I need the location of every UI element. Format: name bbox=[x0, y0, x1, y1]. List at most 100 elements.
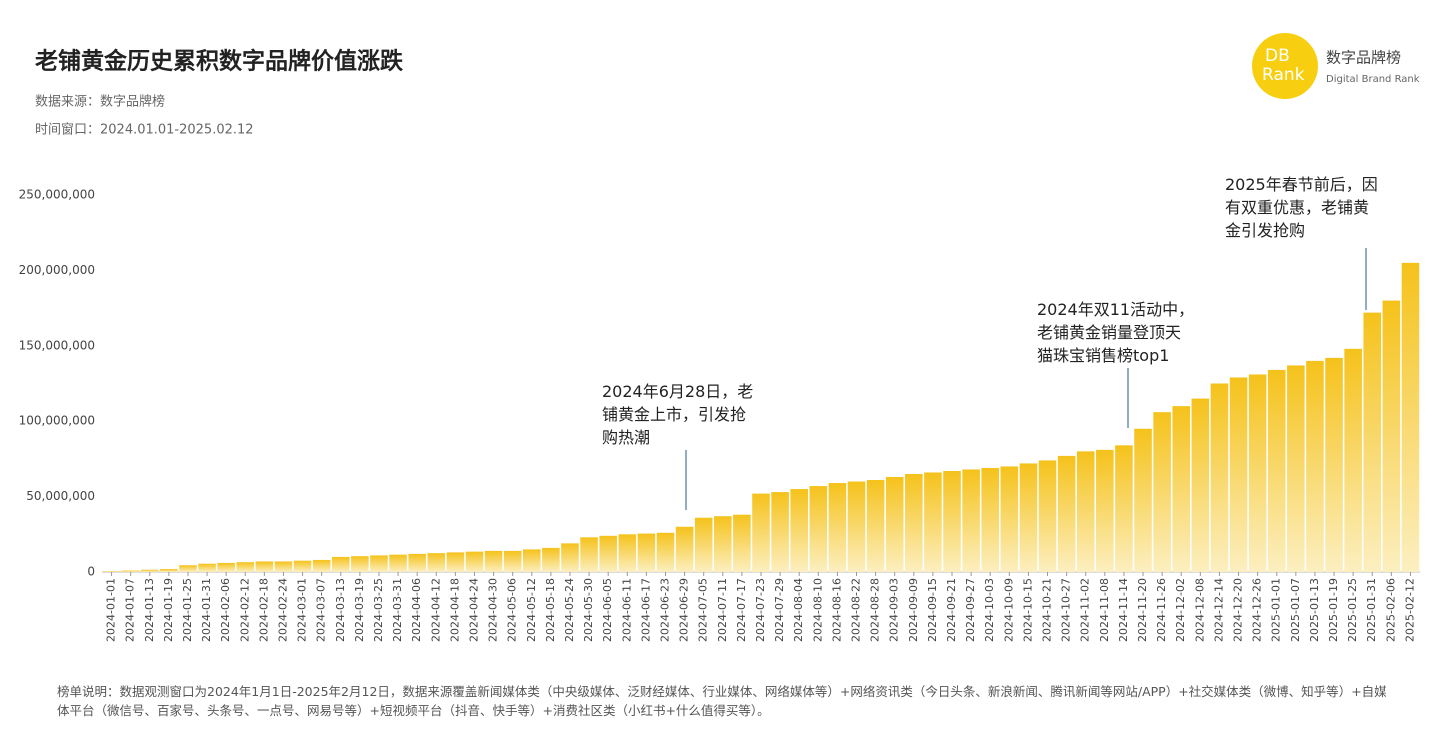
bar bbox=[1115, 445, 1133, 572]
y-tick-label: 100,000,000 bbox=[19, 414, 95, 428]
bar bbox=[618, 534, 637, 572]
bar bbox=[1344, 348, 1362, 572]
bar bbox=[542, 547, 560, 572]
x-tick-label: 2024-01-31 bbox=[200, 578, 213, 642]
x-tick-label: 2024-09-21 bbox=[945, 578, 958, 642]
x-tick-label: 2024-08-16 bbox=[830, 578, 843, 642]
bar bbox=[962, 469, 980, 572]
bar bbox=[809, 486, 828, 572]
x-tick-label: 2024-02-12 bbox=[238, 578, 251, 642]
annotation: 2024年6月28日，老 铺黄金上市，引发抢 购热潮 bbox=[602, 382, 754, 447]
source: 数据来源：数字品牌榜 bbox=[35, 94, 165, 110]
x-tick-label: 2024-03-19 bbox=[353, 578, 366, 642]
bar bbox=[293, 560, 312, 572]
x-tick-label: 2024-01-25 bbox=[181, 578, 194, 642]
bar bbox=[905, 473, 923, 572]
bar bbox=[465, 551, 484, 572]
bar bbox=[1000, 466, 1019, 572]
logo-circle bbox=[1252, 33, 1318, 99]
x-tick-label: 2024-05-06 bbox=[506, 578, 519, 642]
x-tick-label: 2025-01-25 bbox=[1346, 578, 1359, 642]
annotation: 2025年春节前后，因 有双重优惠，老铺黄 金引发抢购 bbox=[1225, 175, 1378, 240]
x-tick-label: 2024-03-31 bbox=[391, 578, 404, 642]
x-tick-label: 2024-11-14 bbox=[1117, 578, 1130, 642]
bar bbox=[828, 483, 847, 572]
bar bbox=[694, 517, 713, 572]
x-tick-label: 2024-09-09 bbox=[907, 578, 920, 642]
bar bbox=[1210, 383, 1229, 572]
logo-text: DB bbox=[1265, 46, 1290, 66]
bar bbox=[943, 470, 961, 572]
x-tick-label: 2024-08-04 bbox=[792, 578, 805, 642]
x-tick-label: 2024-07-29 bbox=[773, 578, 786, 642]
time-window: 时间窗口：2024.01.01-2025.02.12 bbox=[35, 122, 254, 138]
bar bbox=[121, 570, 140, 572]
bar bbox=[179, 565, 197, 572]
bar bbox=[408, 553, 426, 572]
bar bbox=[351, 556, 369, 572]
x-tick-label: 2024-06-17 bbox=[639, 578, 652, 642]
x-tick-label: 2024-11-20 bbox=[1136, 578, 1149, 642]
bar bbox=[522, 549, 541, 572]
bar bbox=[1229, 377, 1248, 572]
bar bbox=[160, 568, 178, 572]
bar bbox=[637, 533, 656, 572]
bar bbox=[1172, 406, 1191, 572]
x-tick-label: 2024-05-24 bbox=[563, 578, 576, 642]
x-tick-label: 2024-10-21 bbox=[1041, 578, 1054, 642]
x-tick-label: 2025-01-01 bbox=[1270, 578, 1283, 642]
bar bbox=[389, 554, 407, 572]
bar bbox=[140, 569, 159, 572]
x-tick-label: 2024-02-06 bbox=[219, 578, 232, 642]
y-tick-label: 200,000,000 bbox=[19, 263, 95, 277]
x-tick-label: 2025-01-19 bbox=[1327, 578, 1340, 642]
x-tick-label: 2024-09-03 bbox=[888, 578, 901, 642]
bar bbox=[1267, 369, 1286, 572]
bar bbox=[866, 480, 885, 572]
x-tick-label: 2024-11-02 bbox=[1079, 578, 1092, 642]
annotation: 2024年双11活动中， 老铺黄金销量登顶天 猫珠宝销售榜top1 bbox=[1037, 300, 1195, 365]
bar bbox=[1019, 463, 1038, 572]
bar bbox=[847, 481, 866, 572]
bar bbox=[312, 559, 331, 572]
bar bbox=[981, 467, 1000, 572]
bar bbox=[771, 492, 789, 572]
logo-sub: Digital Brand Rank bbox=[1326, 74, 1420, 85]
bar bbox=[752, 493, 770, 572]
bar bbox=[580, 537, 598, 572]
x-tick-label: 2024-05-12 bbox=[525, 578, 538, 642]
x-tick-label: 2024-01-19 bbox=[162, 578, 175, 642]
bar bbox=[1363, 312, 1382, 572]
x-tick-label: 2024-12-02 bbox=[1174, 578, 1187, 642]
x-tick-label: 2024-10-15 bbox=[1021, 578, 1034, 642]
bar bbox=[1306, 360, 1324, 572]
y-tick-label: 250,000,000 bbox=[19, 188, 95, 202]
x-tick-label: 2024-03-25 bbox=[372, 578, 385, 642]
x-tick-label: 2024-07-17 bbox=[735, 578, 748, 642]
x-tick-label: 2024-07-23 bbox=[754, 578, 767, 642]
x-tick-label: 2024-12-08 bbox=[1193, 578, 1206, 642]
bar bbox=[427, 553, 446, 572]
bar bbox=[924, 472, 942, 572]
y-tick-label: 0 bbox=[87, 565, 95, 579]
x-tick-label: 2024-12-20 bbox=[1232, 578, 1245, 642]
bar bbox=[1248, 374, 1267, 572]
x-tick-label: 2024-12-26 bbox=[1251, 578, 1264, 642]
bar bbox=[561, 543, 579, 572]
bar bbox=[656, 532, 675, 572]
x-tick-label: 2024-05-30 bbox=[582, 578, 595, 642]
x-tick-label: 2024-03-07 bbox=[315, 578, 328, 642]
bar bbox=[1382, 300, 1401, 572]
bar bbox=[102, 571, 121, 572]
x-tick-label: 2024-06-11 bbox=[620, 578, 633, 642]
bar bbox=[1096, 449, 1114, 572]
bar bbox=[1325, 357, 1343, 572]
x-tick-label: 2024-09-15 bbox=[926, 578, 939, 642]
bar bbox=[1191, 398, 1210, 572]
bar bbox=[484, 550, 503, 572]
bar bbox=[675, 526, 694, 572]
bar bbox=[1134, 428, 1152, 572]
x-tick-label: 2024-10-03 bbox=[983, 578, 996, 642]
x-tick-label: 2024-11-26 bbox=[1155, 578, 1168, 642]
